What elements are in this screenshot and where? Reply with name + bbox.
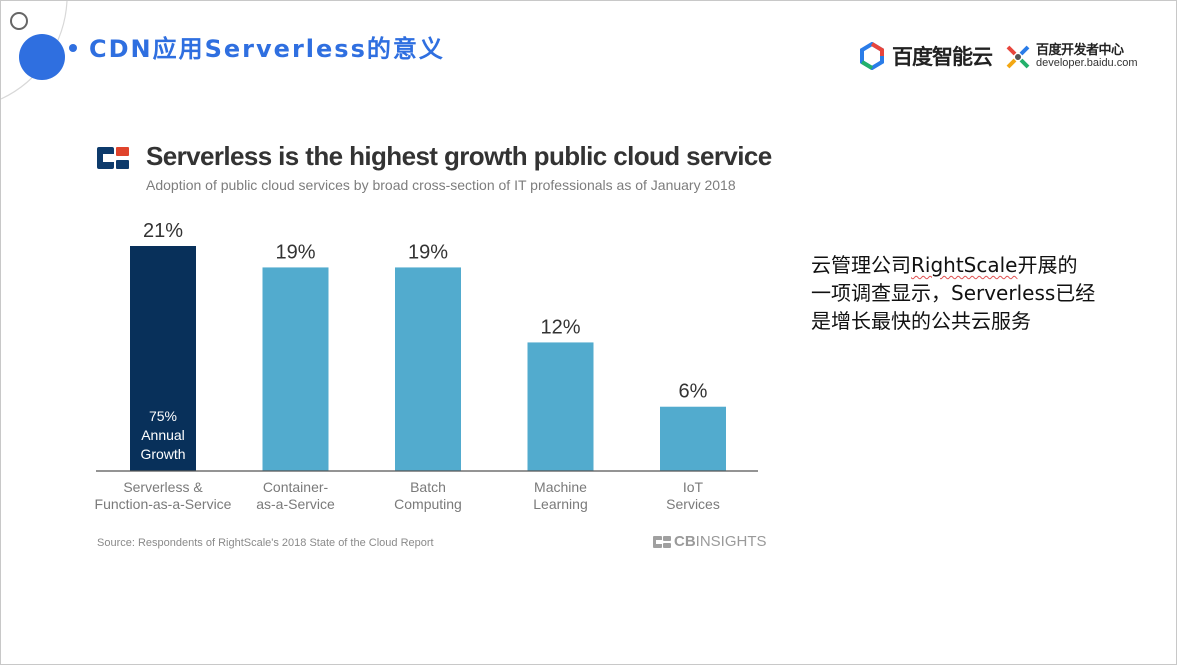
cb-insights-icon [653,535,671,548]
category-label: Learning [533,496,588,512]
baidu-cloud-logo: 百度智能云 [858,41,993,71]
category-label: Container- [263,479,329,495]
value-label: 19% [408,241,448,263]
hollow-circle-icon [10,12,28,30]
cb-insights-prefix: CB [674,533,696,550]
side-note: 云管理公司RightScale开展的一项调查显示，Serverless已经是增长… [811,251,1096,335]
bar [660,406,726,471]
developer-center-url: developer.baidu.com [1036,57,1138,69]
blue-circle-icon [19,34,65,80]
highlight-annotation: 75% [149,408,177,424]
side-note-part1: 云管理公司 [811,253,911,277]
value-label: 12% [540,316,580,338]
decorative-arc [1,1,77,100]
bullet-dot-icon [69,44,77,52]
value-label: 19% [275,241,315,263]
cb-insights-chart-icon [97,147,129,169]
category-label: Computing [394,496,462,512]
highlight-annotation: Annual [141,427,185,443]
category-label: Serverless & [123,479,203,495]
baidu-cloud-name: 百度智能云 [892,45,993,69]
category-label: Services [666,496,720,512]
bar [262,267,329,471]
developer-center-logo: 百度开发者中心 developer.baidu.com [1005,44,1138,70]
bar [395,267,461,471]
chart-title: Serverless is the highest growth public … [146,141,772,171]
bar [130,246,196,471]
developer-center-icon [1006,45,1030,69]
category-label: Function-as-a-Service [95,496,232,512]
value-label: 6% [679,381,708,403]
bar [527,342,594,471]
side-note-part2: 开展的一项调查显示，Serverless已经是增长最快的公共云服务 [811,253,1096,333]
value-label: 21% [143,220,183,242]
highlight-annotation: Growth [140,446,185,462]
cb-insights-wordmark: CBINSIGHTS [674,533,767,550]
chart-source: Source: Respondents of RightScale's 2018… [97,537,434,549]
chart-subtitle: Adoption of public cloud services by bro… [146,177,736,193]
slide-title: CDN应用Serverless的意义 [89,35,445,63]
developer-center-name: 百度开发者中心 [1036,43,1124,58]
category-label: Batch [410,479,446,495]
category-label: as-a-Service [256,496,335,512]
category-label: IoT [683,479,704,495]
side-note-rightscale: RightScale [911,253,1018,277]
cb-insights-suffix: INSIGHTS [695,533,767,550]
cb-insights-logo: CBINSIGHTS [653,533,767,550]
baidu-cloud-icon [860,42,884,70]
category-label: Machine [534,479,587,495]
